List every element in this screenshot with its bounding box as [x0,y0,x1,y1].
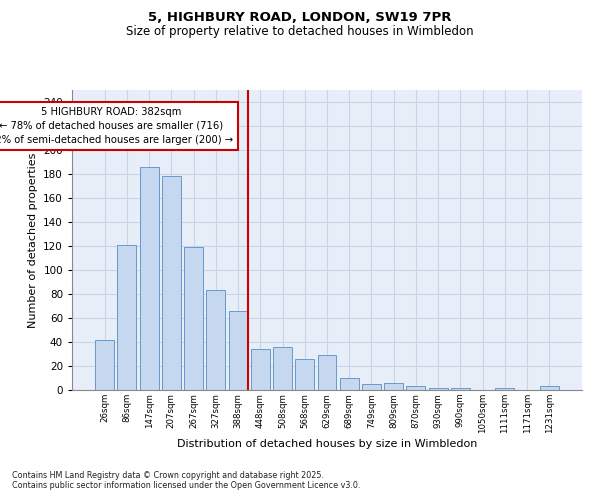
Bar [384,383,403,390]
Bar [362,384,381,390]
Text: Contains HM Land Registry data © Crown copyright and database right 2025.
Contai: Contains HM Land Registry data © Crown c… [12,470,361,490]
Bar [184,247,203,390]
Bar [317,355,337,390]
Bar [229,311,248,390]
Text: Size of property relative to detached houses in Wimbledon: Size of property relative to detached ho… [126,25,474,38]
Bar [540,386,559,390]
Bar [206,290,225,390]
Bar [162,176,181,390]
Text: 5 HIGHBURY ROAD: 382sqm
← 78% of detached houses are smaller (716)
22% of semi-d: 5 HIGHBURY ROAD: 382sqm ← 78% of detache… [0,107,233,145]
Bar [295,359,314,390]
Bar [95,340,114,390]
Bar [140,167,158,390]
Bar [406,386,425,390]
Text: 5, HIGHBURY ROAD, LONDON, SW19 7PR: 5, HIGHBURY ROAD, LONDON, SW19 7PR [148,11,452,24]
Bar [496,388,514,390]
X-axis label: Distribution of detached houses by size in Wimbledon: Distribution of detached houses by size … [177,438,477,448]
Bar [273,347,292,390]
Y-axis label: Number of detached properties: Number of detached properties [28,152,38,328]
Bar [451,388,470,390]
Bar [429,388,448,390]
Bar [251,349,270,390]
Bar [118,245,136,390]
Bar [340,378,359,390]
